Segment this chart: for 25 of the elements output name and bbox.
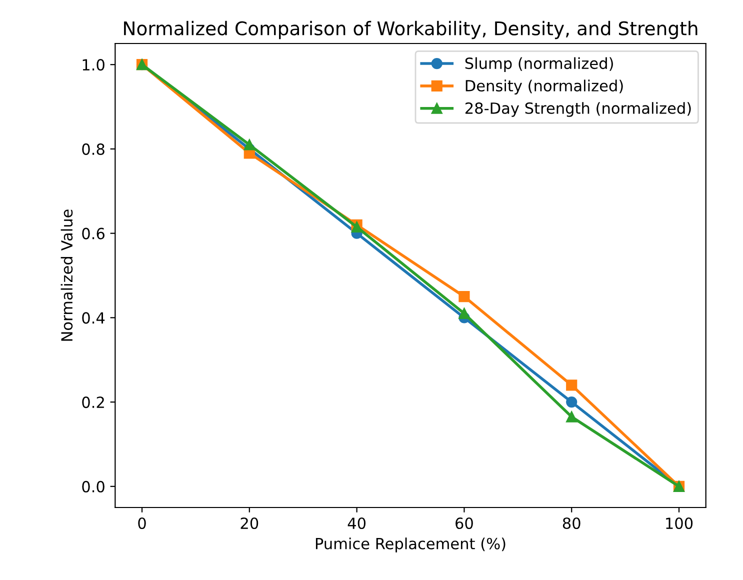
legend-label: 28-Day Strength (normalized)	[465, 102, 691, 117]
point	[458, 308, 470, 320]
point	[458, 291, 470, 302]
y-tick-label: 1.0	[82, 59, 104, 71]
y-tick-label: 0.0	[82, 480, 104, 492]
point	[566, 411, 578, 422]
y-tick-label: 0.4	[82, 312, 105, 324]
x-tick-label: 80	[562, 517, 580, 530]
x-tick-label: 100	[666, 517, 693, 530]
point	[566, 380, 578, 391]
y-axis-title: Normalized Value	[60, 210, 73, 341]
x-axis-title: Pumice Replacement (%)	[316, 538, 506, 552]
y-tick-label: 0.2	[82, 396, 104, 408]
chart-title: Normalized Comparison of Workability, Density, and Strength	[124, 20, 698, 40]
legend-label: Density (normalized)	[466, 80, 623, 94]
x-tick-label: 60	[456, 517, 473, 530]
point	[244, 139, 255, 150]
point	[566, 396, 578, 408]
y-tick-label: 0.8	[82, 143, 104, 155]
x-tick-label: 20	[240, 517, 258, 530]
legend-label: Slump (normalized)	[465, 57, 613, 72]
x-tick-label: 0	[138, 517, 146, 530]
point	[351, 221, 362, 233]
x-tick-label: 40	[348, 517, 366, 530]
y-tick-label: 0.6	[82, 228, 104, 240]
